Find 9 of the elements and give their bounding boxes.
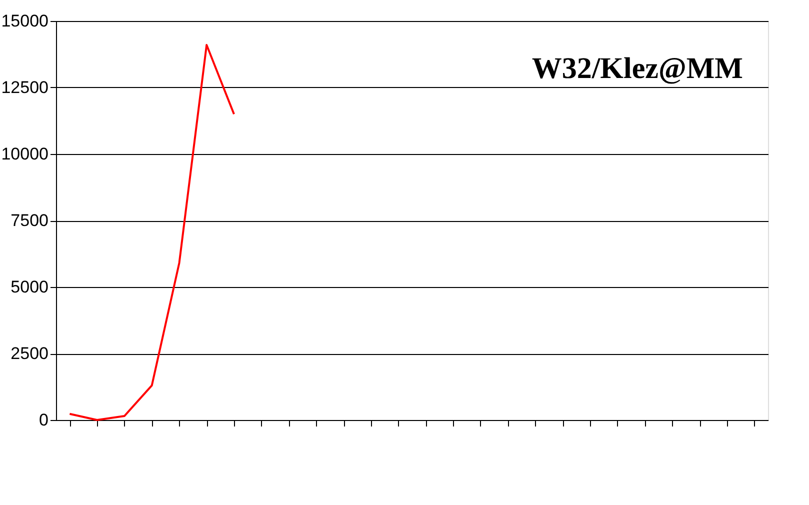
y-tick-label: 0: [39, 410, 48, 430]
y-tick-label: 15000: [1, 12, 48, 30]
y-tick-label: 10000: [1, 144, 48, 164]
y-tick-label: 7500: [10, 211, 48, 230]
line-series: [68, 44, 235, 421]
text: W32/Klez@MM: [532, 52, 743, 85]
y-tick-label: 2500: [10, 344, 48, 363]
y-tick-label: 5000: [10, 278, 48, 296]
y-tick-label: 12500: [1, 78, 48, 97]
